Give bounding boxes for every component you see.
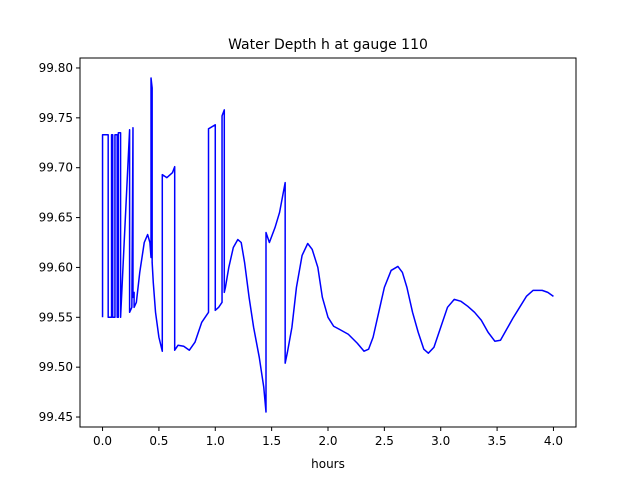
x-tick-label: 0.0: [93, 434, 112, 448]
y-tick-label: 99.75: [39, 111, 73, 125]
y-axis: 99.45 99.50 99.55 99.60 99.65 99.70 99.75 99.80: [39, 61, 80, 424]
x-tick-label: 3.0: [431, 434, 450, 448]
y-tick-label: 99.55: [39, 310, 73, 324]
x-axis-label: hours: [311, 457, 345, 471]
x-tick-label: 0.5: [149, 434, 168, 448]
x-tick-label: 1.0: [206, 434, 225, 448]
x-tick-label: 4.0: [544, 434, 563, 448]
y-tick-label: 99.45: [39, 410, 73, 424]
axes-frame: [79, 57, 577, 428]
chart-title: Water Depth h at gauge 110: [228, 37, 428, 53]
x-tick-label: 2.0: [318, 434, 337, 448]
y-tick-label: 99.70: [39, 161, 73, 175]
x-tick-label: 2.5: [375, 434, 394, 448]
series-line-0: [101, 77, 554, 413]
y-tick-label: 99.60: [39, 260, 73, 274]
y-tick-label: 99.65: [39, 211, 73, 225]
y-tick-label: 99.80: [39, 61, 73, 75]
x-tick-label: 1.5: [262, 434, 281, 448]
plot-area: [101, 77, 554, 413]
x-tick-label: 3.5: [488, 434, 507, 448]
x-axis: 0.0 0.5 1.0 1.5 2.0 2.5 3.0 3.5 4.0: [93, 427, 563, 448]
y-tick-label: 99.50: [39, 360, 73, 374]
